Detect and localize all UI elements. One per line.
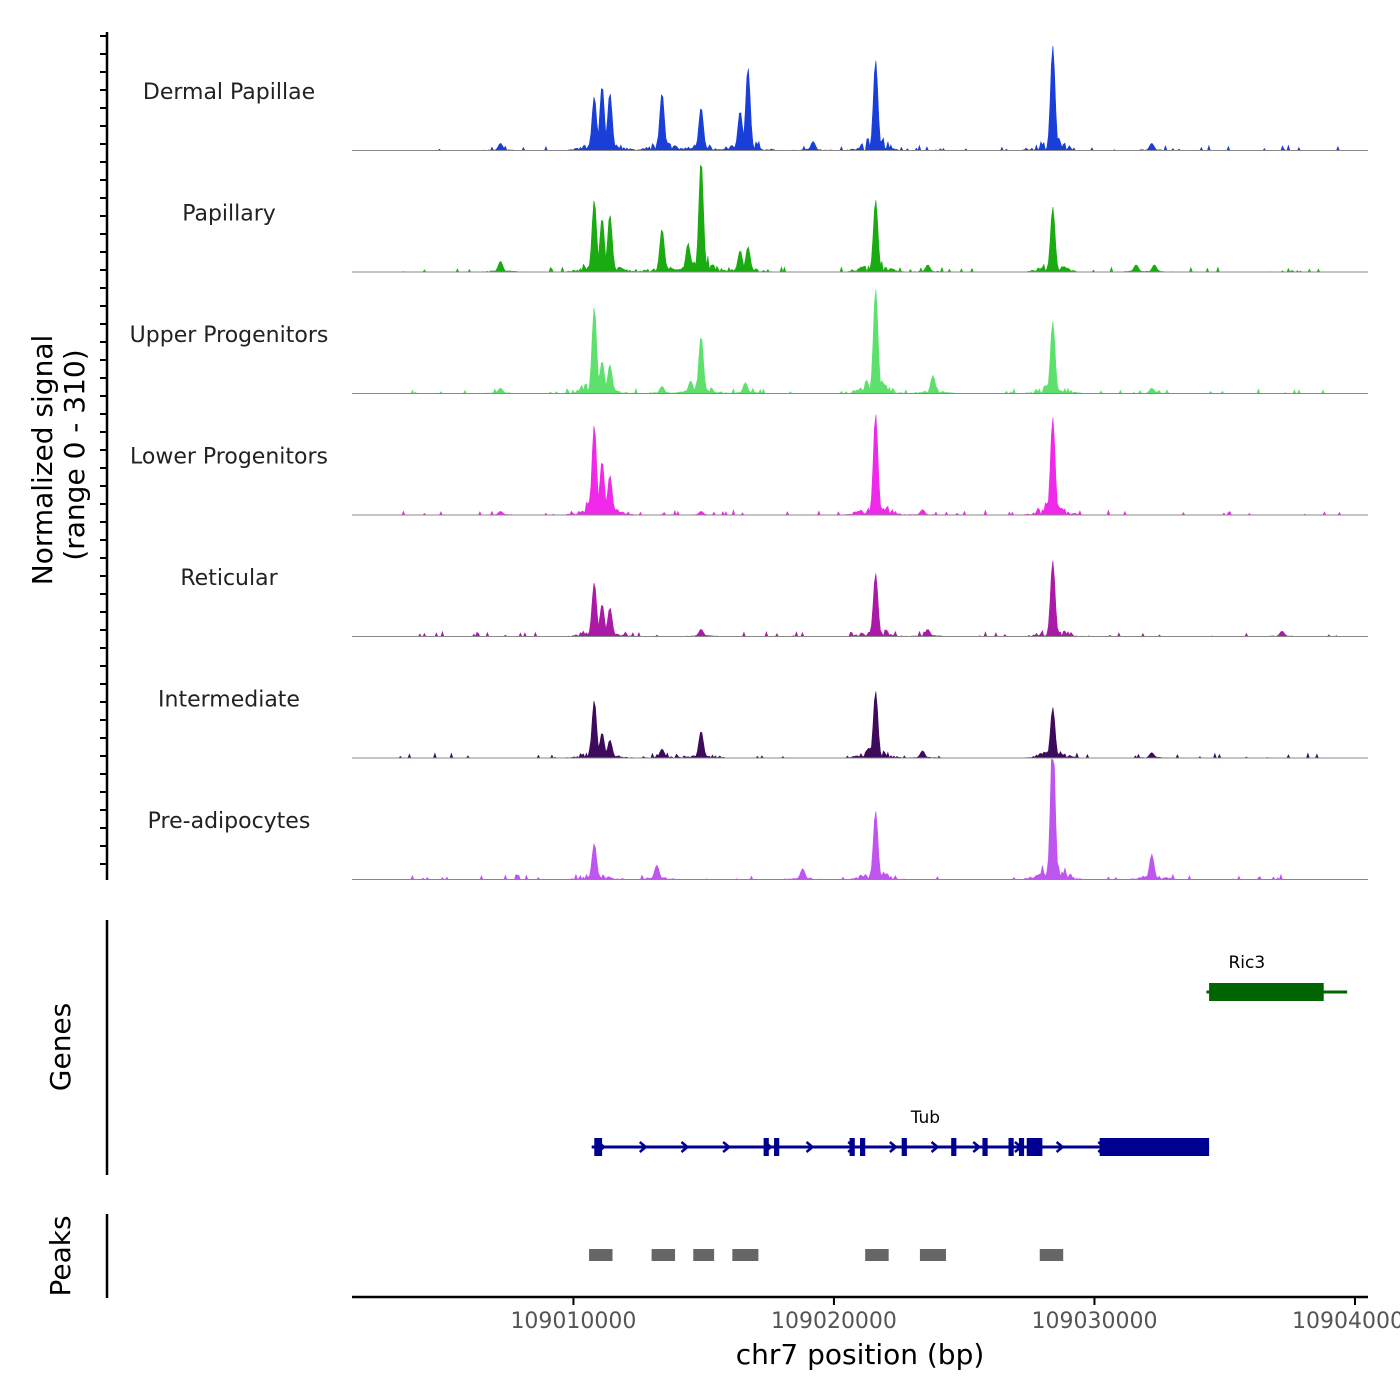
gene-exon — [594, 1138, 603, 1156]
coverage-track — [398, 164, 1342, 274]
coverage-tracks — [352, 45, 1368, 881]
coverage-track — [398, 289, 1342, 395]
signal-ticks — [100, 35, 107, 865]
gene-exon — [1008, 1138, 1014, 1156]
y-axis-range: (range 0 - 310) — [58, 349, 91, 560]
gene-label: Ric3 — [1228, 953, 1265, 973]
peak-region — [651, 1249, 676, 1261]
coverage-track — [398, 414, 1342, 516]
strand-arrow — [889, 1141, 898, 1153]
strand-arrow — [972, 1141, 982, 1153]
peaks-axis-title: Peaks — [44, 1215, 77, 1296]
strand-arrow — [638, 1141, 648, 1153]
x-tick-label: 109010000 — [510, 1309, 636, 1334]
x-ticks: 109010000 109020000 109030000 109040000 — [510, 1297, 1400, 1334]
peaks-track — [589, 1249, 1064, 1261]
gene-exon — [1099, 1138, 1210, 1156]
track-label: Upper Progenitors — [130, 323, 329, 348]
gene-exon — [901, 1138, 907, 1156]
peak-region — [919, 1249, 946, 1261]
track-labels: Dermal Papillae Papillary Upper Progenitor… — [130, 80, 329, 834]
genes-axis-title: Genes — [44, 1003, 77, 1091]
gene-exon — [982, 1138, 988, 1156]
strand-arrow — [805, 1141, 815, 1153]
strand-arrow — [722, 1141, 732, 1153]
peak-region — [693, 1249, 715, 1261]
track-label: Pre-adipocytes — [148, 809, 311, 834]
gene-label: Tub — [910, 1108, 940, 1128]
peak-region — [732, 1249, 759, 1261]
track-label: Papillary — [182, 202, 276, 227]
gene-exon — [951, 1138, 957, 1156]
coverage-track — [398, 691, 1342, 759]
x-tick-label: 109030000 — [1031, 1309, 1157, 1334]
gene-exon — [860, 1138, 866, 1156]
strand-arrow — [680, 1141, 690, 1153]
coverage-track — [398, 759, 1342, 881]
strand-arrow — [1055, 1141, 1065, 1153]
x-tick-label: 109020000 — [771, 1309, 897, 1334]
peak-region — [865, 1249, 889, 1261]
track-label: Reticular — [180, 566, 278, 591]
gene-exon — [1026, 1138, 1043, 1156]
track-label: Dermal Papillae — [143, 80, 315, 105]
gene-exon — [1018, 1138, 1025, 1156]
coverage-track — [398, 560, 1342, 638]
signal-axis — [100, 32, 109, 880]
gene-exon — [763, 1138, 769, 1156]
peak-region — [1039, 1249, 1064, 1261]
coverage-track — [398, 45, 1342, 152]
gene-exon — [774, 1138, 780, 1156]
strand-arrow — [930, 1141, 940, 1153]
peak-region — [589, 1249, 613, 1261]
gene-exon — [1209, 983, 1324, 1001]
track-label: Intermediate — [158, 688, 300, 713]
y-axis-title: Normalized signal — [26, 335, 59, 586]
genes-track: Ric3 Tub — [591, 953, 1348, 1156]
x-axis: 109010000 109020000 109030000 109040000 — [352, 1295, 1400, 1334]
track-label: Lower Progenitors — [130, 445, 328, 470]
x-axis-title: chr7 position (bp) — [736, 1338, 985, 1371]
gene-exon — [849, 1138, 855, 1156]
x-tick-label: 109040000 — [1292, 1309, 1400, 1334]
